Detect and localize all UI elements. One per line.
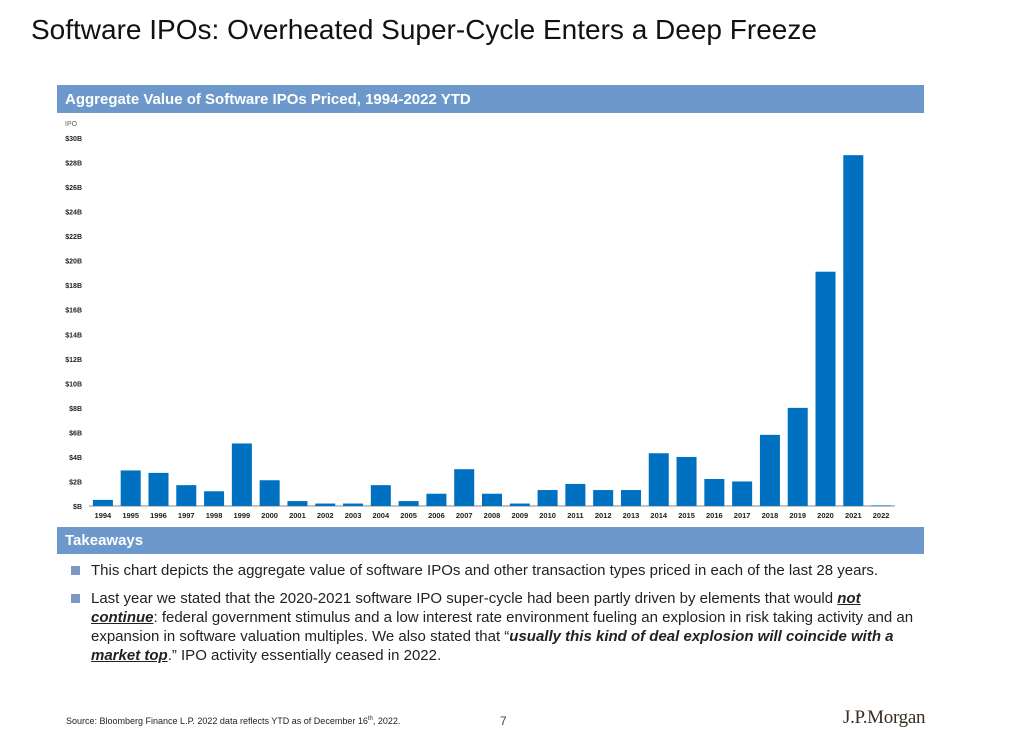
x-tick-label: 2007 — [456, 511, 473, 520]
bar-2012 — [593, 490, 614, 506]
bar-2019 — [787, 407, 808, 506]
bar-1997 — [176, 485, 197, 506]
x-tick-label: 2008 — [484, 511, 501, 520]
y-tick-label: $16B — [65, 308, 82, 315]
y-tick-label: $14B — [65, 332, 82, 339]
square-bullet-icon — [71, 594, 80, 603]
bar-2003 — [343, 503, 364, 506]
y-tick-label: $8B — [69, 406, 82, 413]
x-tick-label: 2015 — [678, 511, 695, 520]
ipo-bar-chart: IPO $B $2B $4B $6B $8B $10B $12B $14B $16B $18B $20… — [65, 121, 895, 520]
bar-2015 — [676, 456, 697, 506]
bar-2009 — [509, 503, 530, 506]
source-note-end: , 2022. — [372, 716, 401, 726]
bar-1996 — [148, 472, 169, 506]
x-tick-label: 2002 — [317, 511, 334, 520]
x-tick-label: 1994 — [95, 511, 113, 520]
bar-2022 — [871, 505, 892, 506]
takeaway-emphasis-market-top: market top — [91, 647, 168, 664]
x-tick-label: 2000 — [261, 511, 278, 520]
x-tick-label: 2020 — [817, 511, 834, 520]
takeaways-header: Takeaways — [57, 527, 924, 554]
x-tick-label: 1995 — [122, 511, 139, 520]
bar-1995 — [120, 470, 141, 506]
x-tick-label: 2003 — [345, 511, 362, 520]
bar-2021 — [843, 155, 864, 506]
bar-2018 — [759, 434, 780, 506]
bar-2007 — [454, 469, 475, 506]
takeaway-text-2c: : federal government stimulus and a low … — [91, 609, 914, 645]
takeaways-header-label: Takeaways — [65, 532, 144, 549]
y-tick-label: $22B — [65, 234, 82, 241]
x-tick-label: 2004 — [372, 511, 390, 520]
takeaway-emphasis-quote: usually this kind of deal explosion will… — [509, 628, 894, 645]
page-number: 7 — [500, 714, 507, 728]
source-note-text: Source: Bloomberg Finance L.P. 2022 data… — [66, 716, 368, 726]
y-tick-label: $2B — [69, 479, 82, 486]
x-tick-label: 2016 — [706, 511, 723, 520]
chart-header-label: Aggregate Value of Software IPOs Priced,… — [65, 91, 471, 108]
x-tick-label: 2019 — [789, 511, 806, 520]
takeaway-text-2f: .” IPO activity essentially ceased in 20… — [167, 647, 442, 664]
bar-2016 — [704, 479, 725, 506]
source-note: Source: Bloomberg Finance L.P. 2022 data… — [66, 716, 400, 726]
y-tick-label: $6B — [69, 430, 82, 437]
x-tick-label: 1998 — [206, 511, 223, 520]
y-tick-label: $30B — [65, 136, 82, 143]
x-tick-label: 2006 — [428, 511, 445, 520]
bar-2004 — [370, 485, 391, 506]
y-tick-label: $24B — [65, 210, 82, 217]
x-tick-label: 2021 — [845, 511, 862, 520]
bar-1994 — [92, 499, 113, 506]
bar-2014 — [648, 453, 669, 506]
square-bullet-icon — [71, 566, 80, 575]
y-axis-label: IPO — [65, 121, 78, 128]
bar-2010 — [537, 490, 558, 506]
takeaway-emphasis-not-continue: not continue — [91, 590, 861, 626]
bar-1998 — [204, 491, 225, 506]
chart-header: Aggregate Value of Software IPOs Priced,… — [57, 85, 924, 113]
bar-2006 — [426, 493, 447, 506]
x-tick-label: 2014 — [650, 511, 668, 520]
x-tick-label: 1999 — [234, 511, 251, 520]
bar-2001 — [287, 501, 308, 506]
x-tick-label: 2017 — [734, 511, 751, 520]
y-tick-label: $12B — [65, 357, 82, 364]
x-tick-label: 1996 — [150, 511, 167, 520]
x-tick-label: 2005 — [400, 511, 417, 520]
x-tick-label: 2012 — [595, 511, 612, 520]
takeaway-item-2: Last year we stated that the 2020-2021 s… — [70, 589, 920, 665]
bar-2013 — [620, 490, 641, 506]
x-tick-label: 2010 — [539, 511, 556, 520]
y-tick-label: $10B — [65, 381, 82, 388]
takeaway-item-1: This chart depicts the aggregate value o… — [70, 561, 920, 580]
source-note-superscript: th — [367, 716, 373, 722]
jpmorgan-logo: J.P.Morgan — [843, 707, 926, 728]
x-tick-label: 2022 — [873, 511, 890, 520]
y-tick-label: $B — [73, 504, 82, 511]
x-tick-label: 2013 — [623, 511, 640, 520]
page-title: Software IPOs: Overheated Super-Cycle En… — [31, 14, 817, 45]
y-tick-label: $28B — [65, 161, 82, 168]
bar-2005 — [398, 501, 419, 506]
y-tick-label: $20B — [65, 259, 82, 266]
y-tick-label: $26B — [65, 185, 82, 192]
bar-2008 — [481, 493, 503, 506]
takeaway-text-2a: Last year we stated that the 2020-2021 s… — [91, 590, 838, 607]
y-tick-label: $18B — [65, 283, 82, 290]
bar-2017 — [732, 481, 753, 506]
bar-2000 — [259, 480, 280, 506]
bar-2011 — [565, 483, 586, 506]
x-tick-label: 2009 — [511, 511, 528, 520]
bar-2020 — [815, 271, 836, 506]
takeaway-list: This chart depicts the aggregate value o… — [70, 561, 920, 674]
x-tick-label: 2011 — [567, 511, 583, 520]
bar-1999 — [231, 443, 252, 506]
y-tick-label: $4B — [69, 455, 82, 462]
bar-2002 — [315, 503, 336, 506]
x-tick-label: 2018 — [762, 511, 779, 520]
x-tick-label: 1997 — [178, 511, 195, 520]
x-tick-label: 2001 — [289, 511, 306, 520]
takeaway-text-1: This chart depicts the aggregate value o… — [91, 562, 879, 579]
